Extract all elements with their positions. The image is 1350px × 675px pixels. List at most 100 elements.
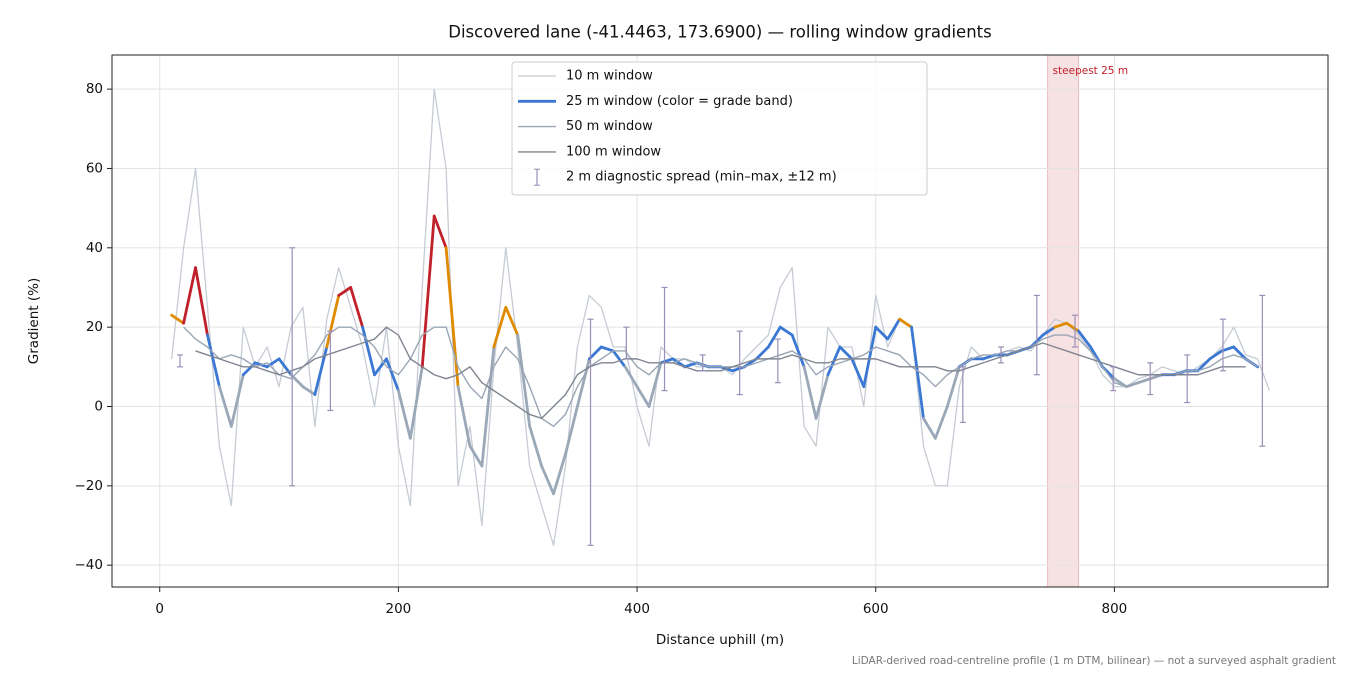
line-segment [313, 345, 329, 396]
line-segment [504, 305, 520, 337]
line-segment [814, 373, 830, 420]
error-bar [1110, 366, 1117, 392]
line-segment [325, 294, 341, 349]
error-bar [587, 318, 594, 546]
line-segment [229, 373, 245, 428]
x-axis-label: Distance uphill (m) [656, 632, 784, 648]
highlight-span [1047, 54, 1080, 588]
legend-label: 100 m window [566, 144, 661, 159]
line-segment [898, 317, 913, 329]
line-segment [611, 349, 627, 369]
error-bar [1219, 318, 1226, 372]
line-segment [599, 345, 615, 353]
line-segment [540, 464, 555, 496]
legend-label: 25 m window (color = grade band) [566, 94, 793, 109]
line-segment [468, 444, 484, 468]
y-tick-label: 60 [86, 160, 103, 176]
x-tick-label: 600 [863, 601, 889, 617]
line-segment [647, 361, 663, 408]
y-axis-label: Gradient (%) [26, 278, 42, 364]
x-tick-label: 0 [155, 601, 164, 617]
line-segment [874, 325, 890, 341]
line-segment [217, 385, 233, 428]
line-segment [385, 357, 400, 393]
error-bar [623, 326, 630, 360]
line-segment [1053, 321, 1069, 329]
line-segment [850, 357, 866, 389]
line-segment [528, 424, 543, 468]
line-segment [575, 357, 591, 408]
error-bar [289, 247, 296, 487]
line-segment [766, 325, 782, 349]
line-segment [552, 452, 567, 496]
line-segment [420, 214, 436, 369]
line [195, 326, 1246, 420]
error-bar [327, 330, 334, 412]
line-segment [432, 214, 448, 250]
error-bar [774, 338, 781, 384]
line-segment [886, 317, 901, 341]
line-segment [194, 266, 209, 337]
line-segment [241, 361, 257, 377]
error-bar [1072, 314, 1079, 348]
x-tick-label: 400 [624, 601, 650, 617]
error-bar [1259, 294, 1266, 447]
error-bar [699, 354, 706, 372]
line-segment [1208, 349, 1224, 361]
y-tick-label: 20 [86, 319, 103, 335]
y-tick-label: −40 [75, 557, 104, 573]
error-bar [736, 330, 743, 396]
error-bar [959, 366, 966, 423]
chart-title: Discovered lane (-41.4463, 173.6900) — r… [448, 23, 991, 42]
line-segment [683, 361, 699, 369]
line-segment [337, 286, 353, 297]
line-segment [754, 345, 770, 361]
line-segment [1232, 345, 1248, 361]
line-segment [373, 357, 388, 377]
line-segment [635, 385, 651, 408]
legend-label: 50 m window [566, 119, 653, 134]
line-segment [910, 325, 925, 420]
line-segment [492, 305, 508, 349]
line-segment [587, 345, 603, 361]
line-segment [623, 365, 639, 389]
error-bar [177, 354, 184, 368]
line-segment [564, 405, 579, 456]
x-tick-label: 200 [386, 601, 412, 617]
line-segment [838, 345, 854, 361]
highlight-label: steepest 25 m [1053, 65, 1128, 77]
line-segment [790, 333, 806, 369]
line-segment [1077, 329, 1092, 349]
error-bar [1184, 354, 1191, 404]
line-segment [396, 389, 412, 440]
legend-box [511, 61, 928, 196]
y-tick-label: −20 [75, 478, 104, 494]
line-segment [1041, 325, 1057, 337]
line-segment [456, 385, 472, 448]
footnote: LiDAR-derived road-centreline profile (1… [852, 655, 1336, 667]
line-segment [480, 345, 496, 468]
line-segment [933, 405, 949, 440]
legend-label: 10 m window [566, 69, 653, 84]
error-bar [1147, 362, 1154, 396]
error-bar [998, 346, 1005, 364]
line-segment [778, 325, 794, 337]
line-segment [1196, 357, 1212, 373]
line-segment [206, 333, 221, 389]
line-segment [361, 325, 376, 377]
line-segment [922, 416, 937, 440]
line-segment [170, 313, 185, 325]
line-segment [444, 246, 460, 389]
legend-label: 2 m diagnostic spread (min–max, ±12 m) [566, 170, 837, 185]
error-bar [661, 286, 668, 392]
line-segment [182, 266, 197, 325]
line-segment [802, 365, 818, 420]
y-tick-label: 0 [94, 398, 103, 414]
line-segment [408, 365, 424, 440]
line-segment [516, 333, 532, 428]
line-segment [1065, 321, 1080, 333]
y-tick-label: 40 [86, 240, 103, 256]
x-tick-label: 800 [1102, 601, 1128, 617]
line [183, 326, 1258, 428]
